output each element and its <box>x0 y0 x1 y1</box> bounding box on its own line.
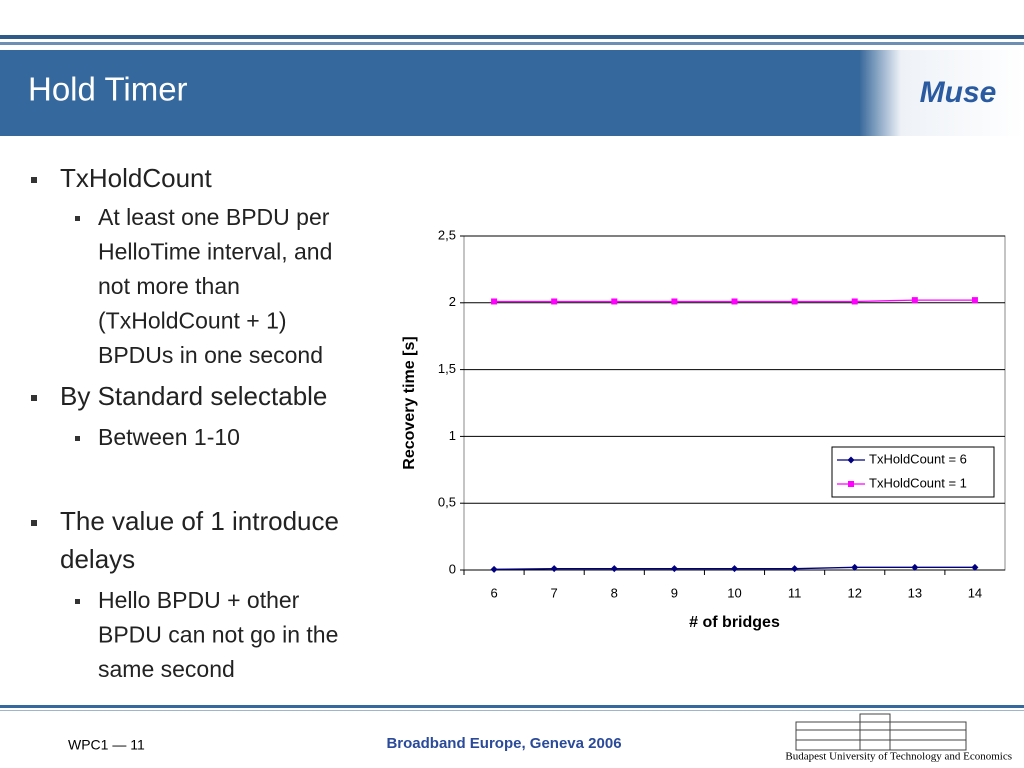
bullet-line: BPDUs in one second <box>98 342 323 368</box>
bullet-marker <box>75 599 80 604</box>
marker <box>610 565 618 573</box>
bullet-line: BPDU can not go in the <box>98 622 338 648</box>
x-axis-label: # of bridges <box>689 614 780 631</box>
bullet-marker <box>31 177 37 183</box>
marker <box>848 481 854 487</box>
bullet-line: (TxHoldCount + 1) <box>98 308 287 334</box>
bullet-line: Hello BPDU + other <box>98 587 300 613</box>
footer-rule <box>0 705 1024 708</box>
y-tick-label: 1 <box>449 428 456 443</box>
marker <box>490 565 498 573</box>
y-tick-label: 2,5 <box>438 227 456 242</box>
bullet-line: Between 1-10 <box>98 424 240 450</box>
header-rule <box>0 42 1024 45</box>
x-tick-label: 8 <box>611 585 618 600</box>
x-tick-label: 11 <box>788 585 802 600</box>
footer-left: WPC1 — 11 <box>68 737 145 753</box>
marker <box>971 563 979 571</box>
chart: 0 0,5 1 1,5 2 2,5 6 7 8 9 10 11 12 13 14 # of bridges Re… <box>401 227 1006 631</box>
x-tick-label: 9 <box>671 585 678 600</box>
footer-rule <box>0 710 1024 711</box>
marker <box>551 298 558 305</box>
bullet-marker <box>75 436 80 441</box>
marker <box>847 456 855 464</box>
header-band <box>0 50 870 136</box>
y-tick-label: 0,5 <box>438 495 456 510</box>
bullet-line: The value of 1 introduce <box>60 506 339 536</box>
marker <box>670 565 678 573</box>
marker <box>851 298 858 305</box>
marker <box>611 298 618 305</box>
y-tick-label: 2 <box>449 294 456 309</box>
bullet-marker <box>75 216 80 221</box>
marker <box>731 565 738 573</box>
y-tick-label: 0 <box>449 561 456 576</box>
bullet-line: TxHoldCount <box>60 163 213 193</box>
header-rule <box>0 35 1024 39</box>
y-axis-label: Recovery time [s] <box>401 336 418 469</box>
legend-label: TxHoldCount = 1 <box>869 475 967 490</box>
bullet-marker <box>31 520 37 526</box>
marker <box>911 297 918 304</box>
x-tick-label: 14 <box>968 585 982 600</box>
bullet-list: TxHoldCount At least one BPDU per HelloTim… <box>31 163 339 682</box>
bullet-line: delays <box>60 544 135 574</box>
bullet-line: HelloTime interval, and <box>98 239 332 265</box>
x-tick-label: 13 <box>908 585 922 600</box>
marker <box>491 298 498 305</box>
legend-label: TxHoldCount = 6 <box>869 451 967 466</box>
slide-title: Hold Timer <box>28 71 188 108</box>
marker <box>851 563 859 571</box>
x-tick-label: 7 <box>551 585 558 600</box>
marker <box>791 565 799 573</box>
x-tick-label: 6 <box>490 585 497 600</box>
building-icon <box>795 713 967 751</box>
bullet-line: By Standard selectable <box>60 381 327 411</box>
logo: Muse <box>920 76 997 109</box>
marker <box>911 563 919 571</box>
x-tick-label: 10 <box>727 585 741 600</box>
marker <box>971 297 978 304</box>
marker <box>731 298 738 305</box>
bullet-line: same second <box>98 656 235 682</box>
marker <box>550 565 558 573</box>
logo-area <box>860 50 1024 136</box>
bullet-line: not more than <box>98 273 240 299</box>
marker <box>791 298 798 305</box>
y-tick-label: 1,5 <box>438 361 456 376</box>
bullet-line: At least one BPDU per <box>98 204 330 230</box>
marker <box>671 298 678 305</box>
legend-box <box>831 446 995 498</box>
bullet-text: TxHoldCount At least one BPDU per HelloTim… <box>31 163 339 682</box>
x-tick-label: 12 <box>847 585 861 600</box>
bullet-marker <box>31 395 37 401</box>
footer-right: Budapest University of Technology and Ec… <box>785 751 1012 763</box>
footer-center: Broadband Europe, Geneva 2006 <box>386 735 621 752</box>
plot-area <box>463 235 1006 571</box>
